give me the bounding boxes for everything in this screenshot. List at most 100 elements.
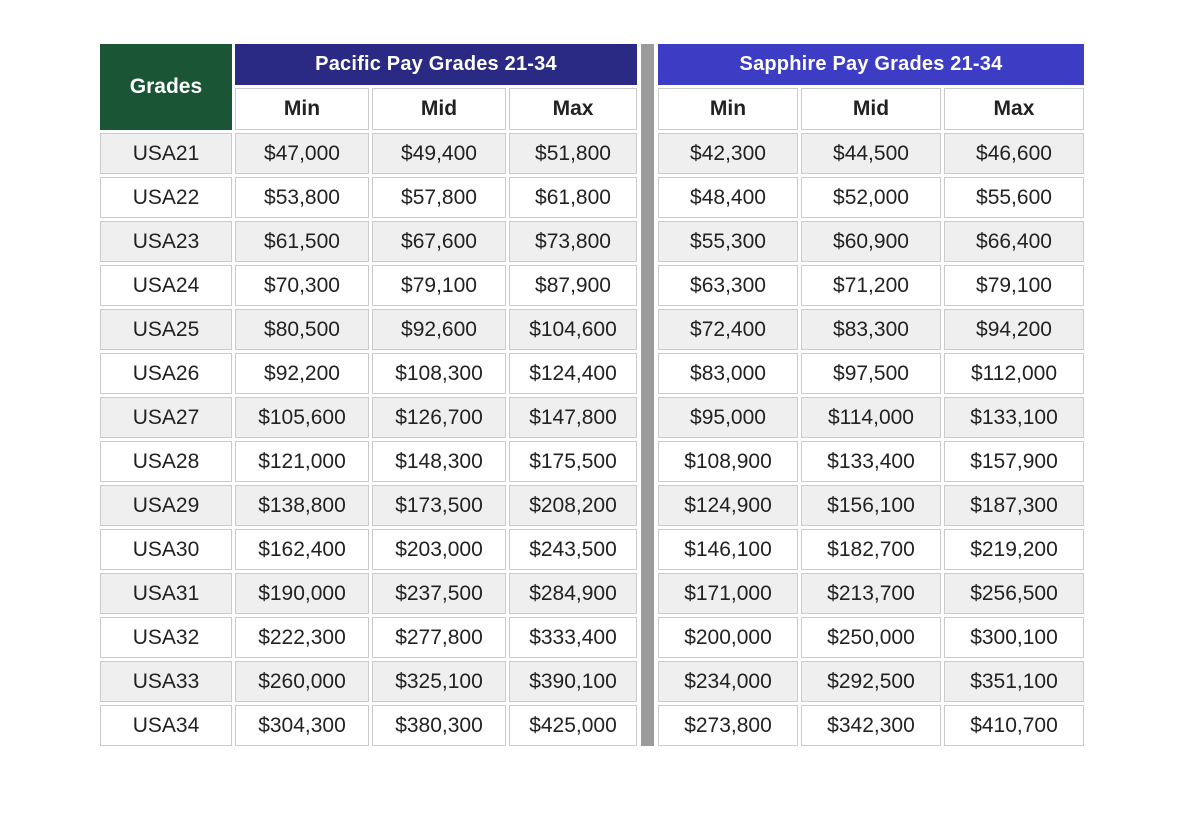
grade-cell: USA31 — [100, 573, 232, 614]
pay-value-cell: $57,800 — [372, 177, 507, 218]
table-row: USA27 $105,600 $126,700 $147,800 — [100, 397, 637, 438]
pay-value-cell: $83,300 — [800, 309, 941, 350]
pay-value-cell: $73,800 — [509, 221, 637, 262]
pacific-table-title: Pacific Pay Grades 21-34 — [234, 44, 637, 85]
pay-value-cell: $342,300 — [800, 705, 941, 746]
table-row: $124,900 $156,100 $187,300 — [658, 485, 1084, 526]
pay-value-cell: $66,400 — [943, 221, 1084, 262]
pay-value-cell: $171,000 — [658, 573, 798, 614]
pay-value-cell: $72,400 — [658, 309, 798, 350]
grade-cell: USA25 — [100, 309, 232, 350]
pay-value-cell: $79,100 — [943, 265, 1084, 306]
pay-value-cell: $61,500 — [234, 221, 369, 262]
grades-column-header: Grades — [100, 44, 232, 130]
table-row: USA28 $121,000 $148,300 $175,500 — [100, 441, 637, 482]
table-row: $108,900 $133,400 $157,900 — [658, 441, 1084, 482]
pay-value-cell: $425,000 — [509, 705, 637, 746]
pay-value-cell: $121,000 — [234, 441, 369, 482]
pay-value-cell: $112,000 — [943, 353, 1084, 394]
pay-value-cell: $55,300 — [658, 221, 798, 262]
table-row: USA22 $53,800 $57,800 $61,800 — [100, 177, 637, 218]
table-row: $48,400 $52,000 $55,600 — [658, 177, 1084, 218]
table-row: $42,300 $44,500 $46,600 — [658, 133, 1084, 174]
table-row: $171,000 $213,700 $256,500 — [658, 573, 1084, 614]
grade-cell: USA22 — [100, 177, 232, 218]
pay-value-cell: $277,800 — [372, 617, 507, 658]
grade-cell: USA30 — [100, 529, 232, 570]
grade-cell: USA24 — [100, 265, 232, 306]
pay-value-cell: $410,700 — [943, 705, 1084, 746]
pay-value-cell: $156,100 — [800, 485, 941, 526]
pay-value-cell: $53,800 — [234, 177, 369, 218]
pay-value-cell: $325,100 — [372, 661, 507, 702]
grade-cell: USA23 — [100, 221, 232, 262]
pay-value-cell: $124,900 — [658, 485, 798, 526]
pay-value-cell: $63,300 — [658, 265, 798, 306]
sapphire-pay-table: Sapphire Pay Grades 21-34 Min Mid Max $4… — [655, 41, 1087, 749]
table-row: USA29 $138,800 $173,500 $208,200 — [100, 485, 637, 526]
pay-tables-container: Grades Pacific Pay Grades 21-34 Min Mid … — [97, 41, 1087, 749]
pay-value-cell: $79,100 — [372, 265, 507, 306]
table-row: $63,300 $71,200 $79,100 — [658, 265, 1084, 306]
pay-value-cell: $292,500 — [800, 661, 941, 702]
pay-value-cell: $83,000 — [658, 353, 798, 394]
pacific-min-column-header: Min — [234, 88, 369, 130]
pay-value-cell: $222,300 — [234, 617, 369, 658]
pay-value-cell: $190,000 — [234, 573, 369, 614]
pay-value-cell: $203,000 — [372, 529, 507, 570]
pay-value-cell: $173,500 — [372, 485, 507, 526]
pay-value-cell: $237,500 — [372, 573, 507, 614]
sapphire-mid-column-header: Mid — [800, 88, 941, 130]
pacific-max-column-header: Max — [509, 88, 637, 130]
table-row: USA26 $92,200 $108,300 $124,400 — [100, 353, 637, 394]
pay-value-cell: $97,500 — [800, 353, 941, 394]
pay-value-cell: $162,400 — [234, 529, 369, 570]
pay-value-cell: $60,900 — [800, 221, 941, 262]
pay-value-cell: $273,800 — [658, 705, 798, 746]
pay-value-cell: $71,200 — [800, 265, 941, 306]
pay-value-cell: $87,900 — [509, 265, 637, 306]
pay-value-cell: $182,700 — [800, 529, 941, 570]
pay-value-cell: $208,200 — [509, 485, 637, 526]
pay-value-cell: $46,600 — [943, 133, 1084, 174]
pay-value-cell: $55,600 — [943, 177, 1084, 218]
grade-cell: USA27 — [100, 397, 232, 438]
pay-value-cell: $42,300 — [658, 133, 798, 174]
pay-value-cell: $61,800 — [509, 177, 637, 218]
pay-value-cell: $49,400 — [372, 133, 507, 174]
table-row: USA31 $190,000 $237,500 $284,900 — [100, 573, 637, 614]
table-row: USA34 $304,300 $380,300 $425,000 — [100, 705, 637, 746]
pay-value-cell: $243,500 — [509, 529, 637, 570]
pacific-table-body: USA21 $47,000 $49,400 $51,800 USA22 $53,800 $5… — [100, 133, 637, 746]
pay-value-cell: $200,000 — [658, 617, 798, 658]
pay-value-cell: $94,200 — [943, 309, 1084, 350]
pay-value-cell: $124,400 — [509, 353, 637, 394]
grade-cell: USA34 — [100, 705, 232, 746]
pay-value-cell: $92,200 — [234, 353, 369, 394]
table-row: USA25 $80,500 $92,600 $104,600 — [100, 309, 637, 350]
pay-value-cell: $105,600 — [234, 397, 369, 438]
grade-cell: USA32 — [100, 617, 232, 658]
sapphire-table-title: Sapphire Pay Grades 21-34 — [658, 44, 1084, 85]
pay-value-cell: $126,700 — [372, 397, 507, 438]
pay-value-cell: $187,300 — [943, 485, 1084, 526]
table-row: $200,000 $250,000 $300,100 — [658, 617, 1084, 658]
pay-value-cell: $351,100 — [943, 661, 1084, 702]
table-row: USA33 $260,000 $325,100 $390,100 — [100, 661, 637, 702]
pay-value-cell: $95,000 — [658, 397, 798, 438]
pacific-pay-table: Grades Pacific Pay Grades 21-34 Min Mid … — [97, 41, 640, 749]
pay-value-cell: $67,600 — [372, 221, 507, 262]
pay-value-cell: $108,300 — [372, 353, 507, 394]
pay-value-cell: $147,800 — [509, 397, 637, 438]
sapphire-table-body: $42,300 $44,500 $46,600 $48,400 $52,000 $55,6… — [658, 133, 1084, 746]
pay-value-cell: $133,100 — [943, 397, 1084, 438]
pay-value-cell: $213,700 — [800, 573, 941, 614]
pay-value-cell: $284,900 — [509, 573, 637, 614]
pay-value-cell: $48,400 — [658, 177, 798, 218]
table-divider — [641, 44, 654, 746]
pay-value-cell: $300,100 — [943, 617, 1084, 658]
pay-value-cell: $146,100 — [658, 529, 798, 570]
pay-value-cell: $70,300 — [234, 265, 369, 306]
pay-value-cell: $234,000 — [658, 661, 798, 702]
table-row: USA30 $162,400 $203,000 $243,500 — [100, 529, 637, 570]
